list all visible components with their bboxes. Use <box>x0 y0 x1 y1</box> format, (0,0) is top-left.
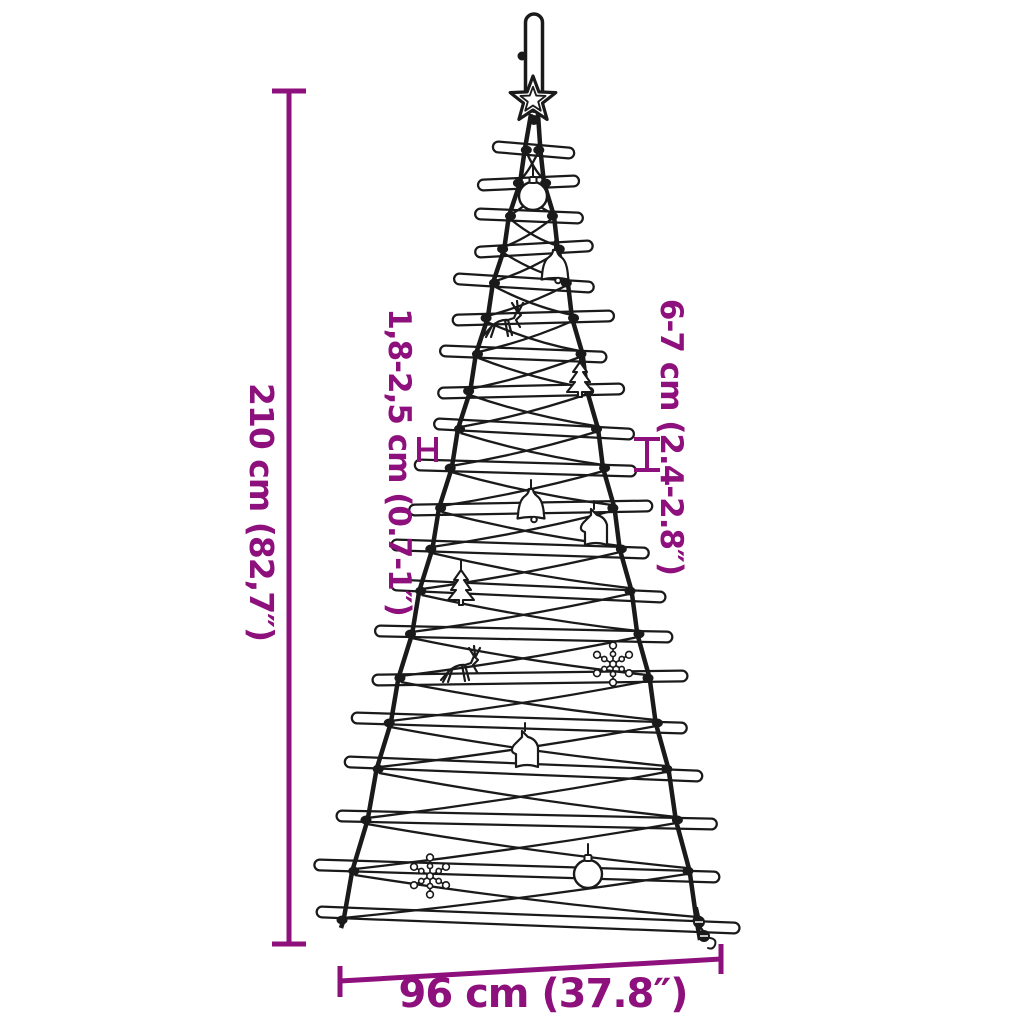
cord-knot <box>404 629 416 639</box>
left-cord <box>338 113 534 929</box>
string-line <box>366 770 667 820</box>
cord-knot <box>348 866 360 876</box>
cord-knot <box>454 424 466 434</box>
string-line <box>469 355 581 391</box>
string-line <box>503 218 553 249</box>
stick-fill <box>376 626 672 642</box>
cord-knot <box>488 278 500 288</box>
jingle-bells-icon <box>693 906 717 950</box>
cord-knot <box>497 244 509 254</box>
string-line <box>451 430 596 468</box>
stick-fill <box>476 209 582 223</box>
cord-knots <box>336 115 704 925</box>
string-line <box>469 393 596 428</box>
cord-knot <box>607 503 619 513</box>
stick-fill <box>476 241 592 257</box>
cord-knot <box>529 115 539 125</box>
cord-knot <box>463 386 475 396</box>
stick-fill <box>315 860 719 882</box>
cord-knot <box>415 586 427 596</box>
width-dimension-label: 96 cm (37.8″) <box>398 971 687 1017</box>
cord-knot <box>360 815 372 825</box>
string-line <box>411 592 630 634</box>
string-line <box>378 771 677 819</box>
string-line <box>400 680 657 722</box>
stick-fill <box>373 671 687 685</box>
cord-knot <box>520 145 532 155</box>
height-dimension-label: 210 cm (82,7″) <box>242 383 281 641</box>
string-line <box>342 872 688 920</box>
cord-knot <box>560 278 572 288</box>
cord-knot <box>471 349 483 359</box>
branch-thickness-marker <box>417 437 438 462</box>
ornaments-layer <box>409 164 717 950</box>
branch-spacing-marker <box>634 437 660 472</box>
cord-knot <box>533 145 545 155</box>
string-line <box>400 635 639 678</box>
string-line <box>460 431 604 467</box>
string-line <box>460 392 589 429</box>
cord-knot <box>480 313 492 323</box>
cord-knot <box>425 544 437 554</box>
string-line <box>486 284 566 318</box>
string-line <box>494 285 573 317</box>
cord-knot <box>383 718 395 728</box>
branch-spacing-label: 6-7 cm (2.4-2.8″) <box>653 299 689 575</box>
string-line <box>366 822 688 870</box>
side-cords <box>338 113 703 941</box>
cord-knot <box>435 503 447 513</box>
string-line <box>411 636 648 677</box>
cord-knot <box>591 424 603 434</box>
string-line <box>390 679 648 723</box>
cord-knot <box>546 211 558 221</box>
cord-knot <box>642 673 654 683</box>
string-line <box>441 469 604 508</box>
cord-knot <box>661 764 673 774</box>
cord-knot <box>651 718 663 728</box>
stick-fill <box>352 713 686 733</box>
right-cord <box>535 113 703 941</box>
string-line <box>354 873 698 919</box>
cord-knot <box>624 586 636 596</box>
width-dimension-line <box>339 956 722 984</box>
cord-knot <box>615 544 627 554</box>
cord-knot <box>512 178 524 188</box>
cord-knot <box>444 463 456 473</box>
cord-knot <box>599 463 611 473</box>
stick-fill <box>337 811 716 829</box>
cord-knot <box>394 673 406 683</box>
string-line <box>421 550 621 591</box>
stick-fill <box>441 346 606 362</box>
cord-knot <box>336 915 348 925</box>
cord-knot <box>505 211 517 221</box>
cord-knot <box>372 764 384 774</box>
cord-knot <box>633 629 645 639</box>
string-line <box>431 551 630 590</box>
string-line <box>478 319 574 354</box>
stick-fill <box>317 907 739 933</box>
cord-knot <box>568 313 580 323</box>
cord-knot <box>671 815 683 825</box>
cord-knot <box>682 866 694 876</box>
dimension-annotations: 210 cm (82,7″) 96 cm (37.8″) 1,8-2,5 cm … <box>242 88 724 1017</box>
bauble-icon <box>572 842 604 890</box>
string-line <box>354 821 677 871</box>
branch-thickness-label: 1,8-2,5 cm (0.7-1″) <box>381 308 417 616</box>
string-line <box>486 320 581 353</box>
